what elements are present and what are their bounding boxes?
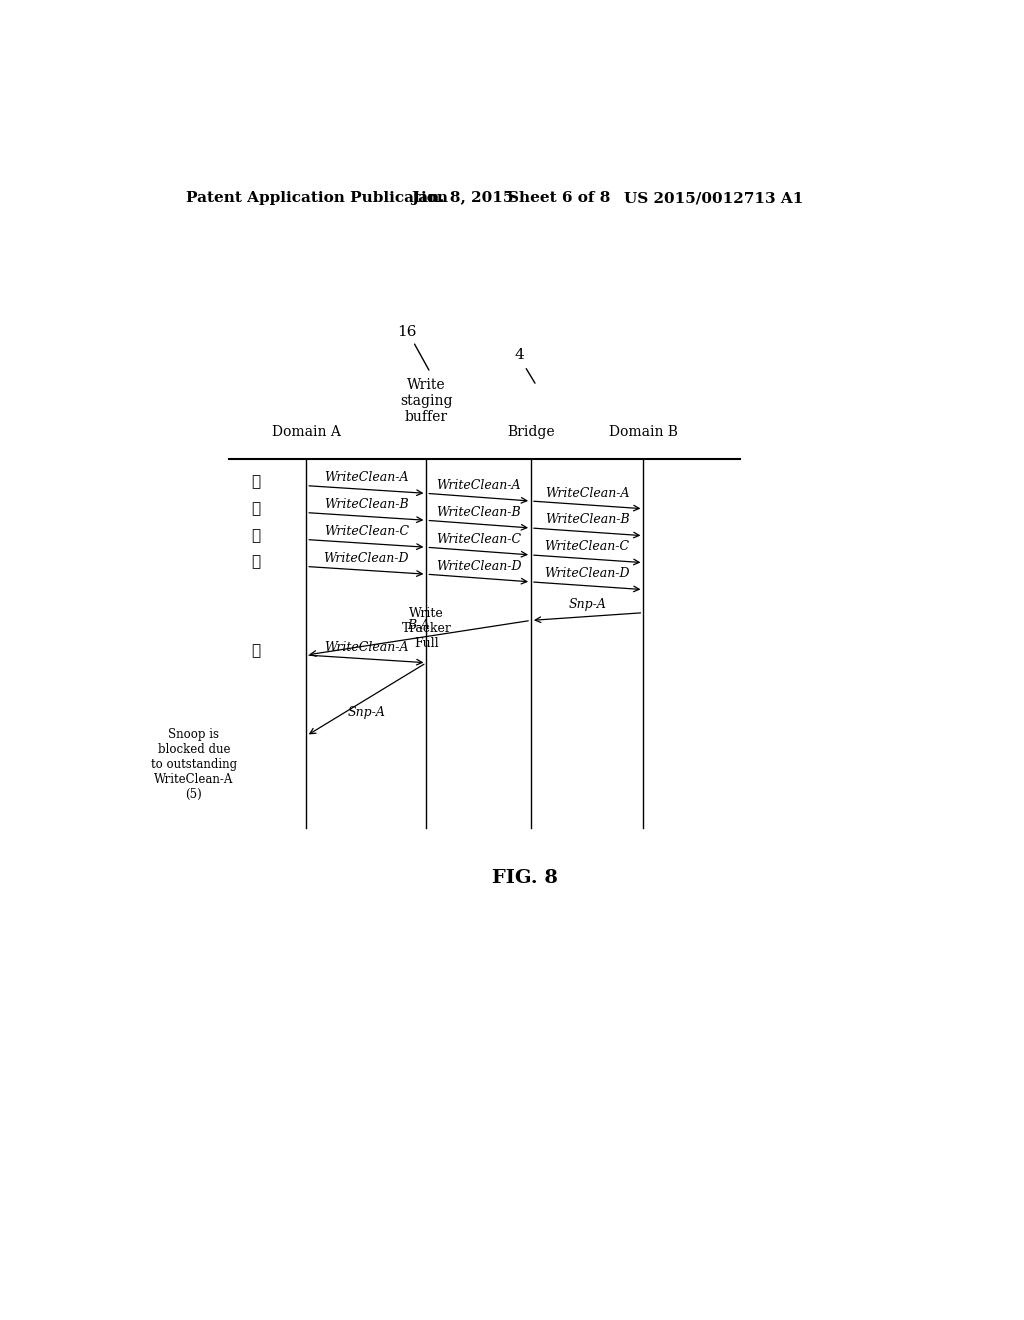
Text: Snp-A: Snp-A [568,598,606,611]
Text: WriteClean-C: WriteClean-C [436,533,521,545]
Text: Write
Tracker
Full: Write Tracker Full [401,607,452,649]
Text: Snp-A: Snp-A [347,706,385,719]
Text: Patent Application Publication: Patent Application Publication [186,191,449,206]
Text: WriteClean-D: WriteClean-D [545,568,630,581]
Text: WriteClean-B: WriteClean-B [324,498,409,511]
Text: 4: 4 [514,347,524,362]
Text: Domain B: Domain B [609,425,678,438]
Text: ①: ① [251,475,260,488]
Text: Write
staging
buffer: Write staging buffer [400,378,453,424]
Text: WriteClean-D: WriteClean-D [436,560,521,573]
Text: ④: ④ [251,556,260,570]
Text: FIG. 8: FIG. 8 [492,870,558,887]
Text: B-A: B-A [408,619,430,632]
Text: Jan. 8, 2015: Jan. 8, 2015 [411,191,513,206]
Text: WriteClean-A: WriteClean-A [324,471,409,484]
Text: ③: ③ [251,529,260,543]
Text: Domain A: Domain A [271,425,341,438]
Text: WriteClean-D: WriteClean-D [324,552,409,565]
Text: ⑤: ⑤ [251,644,260,659]
Text: US 2015/0012713 A1: US 2015/0012713 A1 [624,191,804,206]
Text: WriteClean-A: WriteClean-A [324,640,409,653]
Text: ②: ② [251,502,260,516]
Text: WriteClean-B: WriteClean-B [545,513,630,527]
Text: Sheet 6 of 8: Sheet 6 of 8 [508,191,610,206]
Text: WriteClean-C: WriteClean-C [324,525,409,539]
Text: 16: 16 [397,325,417,339]
Text: Bridge: Bridge [507,425,555,438]
Text: WriteClean-B: WriteClean-B [436,506,521,519]
Text: WriteClean-A: WriteClean-A [545,487,630,499]
Text: Snoop is
blocked due
to outstanding
WriteClean-A
(5): Snoop is blocked due to outstanding Writ… [151,729,237,801]
Text: WriteClean-C: WriteClean-C [545,540,630,553]
Text: WriteClean-A: WriteClean-A [436,479,521,492]
